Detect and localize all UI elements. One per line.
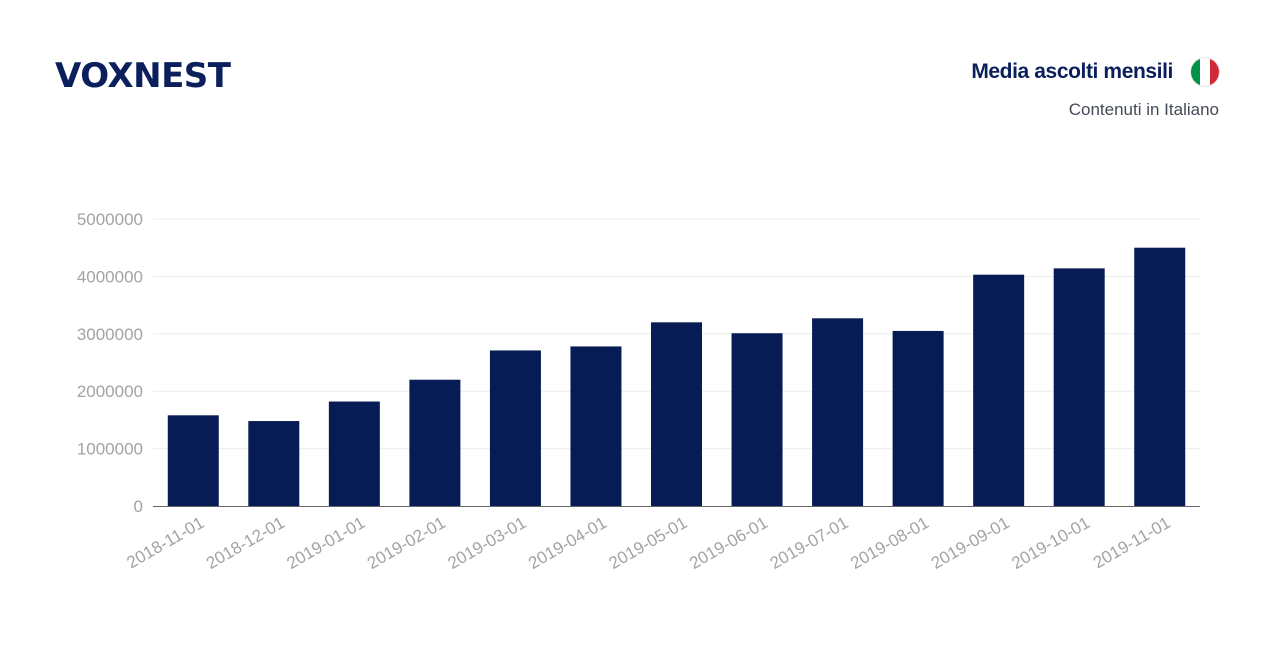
bar [409, 379, 461, 506]
chart-header: Media ascolti mensili Contenuti in Itali… [971, 58, 1219, 120]
italy-flag-icon [1191, 58, 1219, 86]
bar [570, 346, 622, 506]
x-tick-label: 2019-01-01 [284, 513, 369, 573]
x-tick-label: 2018-11-01 [124, 513, 208, 572]
x-tick-label: 2019-08-01 [847, 513, 932, 573]
bar [1053, 268, 1105, 506]
y-tick-label: 3000000 [77, 325, 143, 344]
bar [1134, 247, 1186, 506]
x-tick-label: 2019-02-01 [364, 513, 449, 573]
y-tick-label: 2000000 [77, 382, 143, 401]
bar [489, 350, 541, 506]
bar [651, 322, 702, 506]
x-tick-label: 2019-09-01 [928, 513, 1013, 573]
y-tick-label: 4000000 [77, 267, 143, 286]
y-tick-label: 5000000 [77, 210, 143, 229]
x-tick-label: 2019-07-01 [767, 513, 852, 573]
bar [167, 415, 219, 506]
y-tick-label: 0 [134, 497, 143, 516]
x-tick-label: 2019-10-01 [1008, 513, 1093, 573]
chart-title: Media ascolti mensili [971, 60, 1173, 83]
bar [812, 318, 864, 506]
chart-subtitle: Contenuti in Italiano [1068, 100, 1219, 119]
y-tick-label: 1000000 [77, 440, 143, 459]
voxnest-logo: VOXNEST [55, 56, 231, 96]
bar [248, 421, 300, 506]
bar [328, 401, 380, 506]
bar [731, 333, 783, 506]
x-tick-label: 2019-11-01 [1090, 513, 1174, 572]
x-tick-label: 2019-03-01 [445, 513, 530, 573]
x-tick-label: 2019-06-01 [686, 513, 771, 573]
x-tick-label: 2019-04-01 [525, 513, 610, 573]
x-tick-label: 2019-05-01 [606, 513, 691, 573]
bar [892, 330, 944, 506]
bar [973, 274, 1025, 506]
x-tick-label: 2018-12-01 [203, 513, 288, 573]
